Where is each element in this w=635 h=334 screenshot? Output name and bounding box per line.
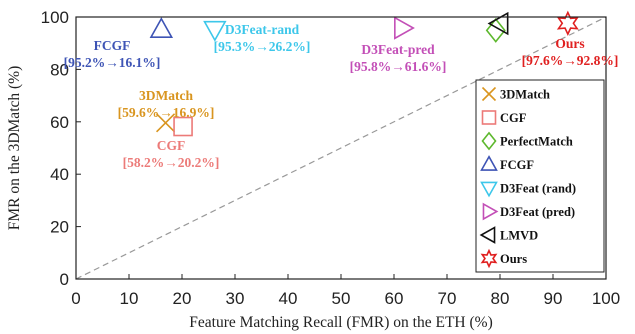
legend-label: FCGF — [500, 158, 534, 172]
diagonal-reference-line — [75, 16, 607, 280]
legend-marker — [481, 131, 497, 151]
x-tick-label: 50 — [332, 289, 351, 308]
y-tick-label: 0 — [60, 270, 69, 289]
marker-3dmatch — [156, 113, 176, 133]
marker-perfectmatch — [485, 17, 506, 43]
x-tick-label: 20 — [173, 289, 192, 308]
annotation-line: [58.2%→20.2%] — [123, 155, 220, 170]
annotation-line: D3Feat-rand — [225, 22, 300, 37]
annotation: Ours [97.6%→92.8%] — [522, 36, 619, 68]
legend-marker — [480, 181, 498, 198]
marker-stroke — [156, 113, 176, 133]
legend-marker — [480, 155, 498, 171]
y-tick-label: 100 — [41, 8, 69, 27]
marker-d3feat-rand — [203, 20, 227, 42]
annotation: FCGF [95.2%→16.1%] — [64, 38, 161, 70]
marker-ours — [556, 10, 579, 36]
annotations: FCGF [95.2%→16.1%] D3Feat-rand [95.3%→26.2%… — [64, 22, 619, 170]
x-tick-label: 0 — [71, 289, 80, 308]
annotation: D3Feat-pred [95.8%→61.6%] — [350, 42, 447, 74]
x-tick-label: 90 — [544, 289, 563, 308]
x-tick-label: 60 — [385, 289, 404, 308]
x-tick-label: 100 — [592, 289, 620, 308]
annotation-line: [95.2%→16.1%] — [64, 55, 161, 70]
legend-label: Ours — [500, 252, 527, 266]
x-tick-label: 10 — [120, 289, 139, 308]
marker-stroke — [481, 86, 497, 102]
marker-fcgf — [149, 17, 174, 39]
x-tick-label: 30 — [226, 289, 245, 308]
annotation-line: [97.6%→92.8%] — [522, 53, 619, 68]
y-tick-label: 20 — [50, 218, 69, 237]
annotation-line: CGF — [157, 138, 186, 153]
data-markers — [149, 10, 579, 137]
marker-lmvd — [487, 11, 509, 36]
x-tick-label: 80 — [491, 289, 510, 308]
legend-label: D3Feat (rand) — [500, 182, 576, 196]
x-tick-label: 40 — [279, 289, 298, 308]
y-tick-label: 60 — [50, 113, 69, 132]
legend-label: D3Feat (pred) — [500, 205, 575, 219]
annotation: 3DMatch [59.6%→16.9%] — [118, 88, 215, 120]
annotation: CGF [58.2%→20.2%] — [123, 138, 220, 170]
annotation-line: FCGF — [94, 38, 131, 53]
legend-label: 3DMatch — [500, 88, 550, 102]
y-tick-label: 40 — [50, 165, 69, 184]
legend-box — [475, 79, 605, 273]
annotation-line: [95.3%→26.2%] — [214, 39, 311, 54]
annotation-line: D3Feat-pred — [361, 42, 435, 57]
annotation: D3Feat-rand [95.3%→26.2%] — [214, 22, 311, 54]
legend-marker — [479, 226, 496, 244]
x-axis-label: Feature Matching Recall (FMR) on the ETH… — [189, 314, 492, 331]
legend-label: LMVD — [500, 229, 538, 243]
annotation-line: 3DMatch — [139, 88, 193, 103]
legend-marker — [481, 86, 497, 102]
legend-label: PerfectMatch — [500, 135, 573, 149]
annotation-line: [95.8%→61.6%] — [350, 59, 447, 74]
legend-marker — [480, 248, 498, 269]
annotation-line: Ours — [555, 36, 584, 51]
plot-frame — [75, 16, 607, 280]
y-axis-label: FMR on the 3DMatch (%) — [6, 66, 23, 230]
legend-marker — [482, 202, 499, 221]
legend-label: CGF — [500, 111, 527, 125]
annotation-line: [59.6%→16.9%] — [118, 105, 215, 120]
x-tick-label: 70 — [438, 289, 457, 308]
legend-marker — [481, 110, 497, 125]
legend: 3DMatch CGF PerfectMatch FCGF D3Feat (rand) D… — [475, 79, 605, 273]
marker-cgf — [173, 116, 193, 137]
y-tick-label: 80 — [50, 60, 69, 79]
axis-ticks: 0 10 20 30 40 50 60 70 80 90 100 0 20 40 60 80 100 — [41, 8, 621, 308]
marker-d3feat-pred — [394, 16, 415, 40]
